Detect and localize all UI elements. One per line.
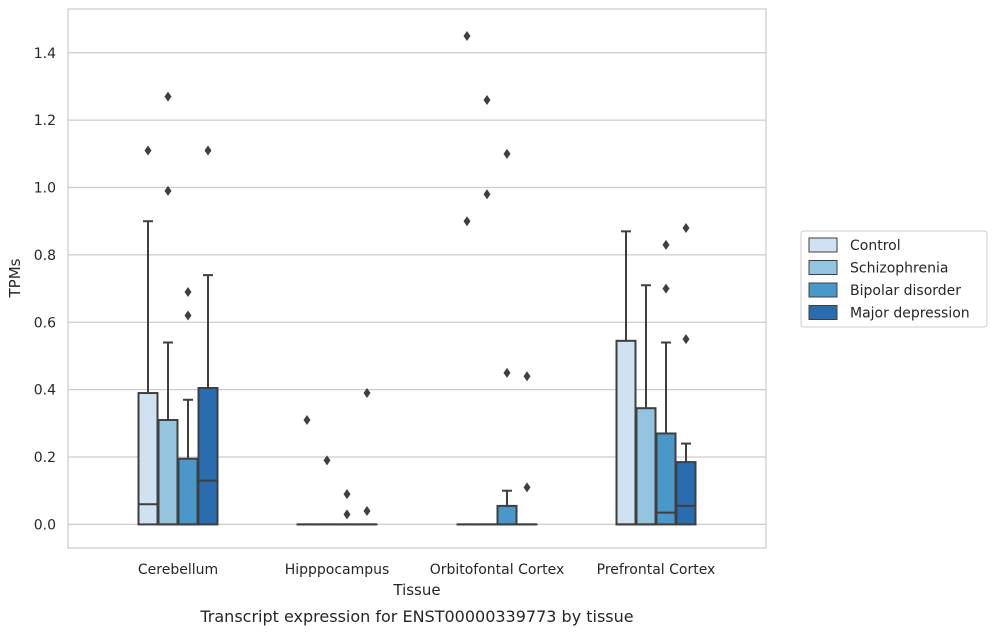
legend-label: Schizophrenia [850,261,948,277]
y-tick-label: 0.6 [34,315,56,331]
outlier-point [363,388,371,399]
outlier-point [463,30,471,41]
outlier-point [144,145,152,156]
outlier-point [463,216,471,227]
outlier-point [483,189,491,200]
box-group [655,239,677,526]
box-group [197,145,219,526]
outlier-point [323,455,331,466]
y-axis-ticks: 0.0 0.2 0.4 0.6 0.8 1.0 1.2 1.4 [34,46,56,534]
legend-label: Major depression [850,306,970,322]
plot-frame [67,8,767,549]
outlier-point [184,310,192,321]
y-tick-label: 1.4 [34,46,56,62]
box-group [615,230,637,526]
box-group [675,222,697,526]
box-group [476,94,498,526]
outlier-point [503,148,511,159]
outlier-point [164,91,172,102]
outlier-point [682,222,690,233]
x-tick-label: Orbitofontal Cortex [430,562,565,578]
outlier-point [682,334,690,345]
y-tick-label: 0.8 [34,248,56,264]
box-body [157,418,179,526]
box-body [177,457,199,526]
box-group [296,414,318,526]
outlier-point [523,371,531,382]
x-axis-label: Tissue [392,581,440,599]
outlier-point [343,489,351,500]
box-plot-boxes [137,30,697,526]
x-tick-label: Cerebellum [138,562,218,578]
y-tick-label: 1.2 [34,113,56,129]
outlier-point [363,505,371,516]
grid-lines [68,52,766,526]
y-tick-label: 1.0 [34,181,56,197]
outlier-point [503,367,511,378]
outlier-point [184,286,192,297]
legend-swatch [808,260,838,275]
chart-caption: Transcript expression for ENST0000033977… [199,607,633,626]
legend: Control Schizophrenia Bipolar disorder Majo… [800,230,988,328]
box-group [516,371,538,526]
box-body [675,461,697,526]
x-tick-label: Hipppocampus [285,562,390,578]
box-group [496,148,518,526]
box-group [157,91,179,526]
box-body [635,407,657,526]
box-body [655,432,677,526]
outlier-point [164,185,172,196]
y-tick-label: 0.4 [34,383,56,399]
outlier-point [662,283,670,294]
box-group [137,145,159,526]
legend-frame [800,230,988,328]
x-tick-label: Prefrontal Cortex [597,562,716,578]
outlier-point [303,414,311,425]
box-group [456,30,478,526]
y-axis-label: TPMs [6,258,24,298]
outlier-point [204,145,212,156]
legend-label: Bipolar disorder [850,283,961,299]
outlier-point [662,239,670,250]
box-group [336,489,358,526]
y-tick-label: 0.0 [34,517,56,533]
outlier-point [483,94,491,105]
box-body [496,504,518,526]
legend-swatch [808,282,838,298]
box-group [356,388,378,526]
legend-label: Control [850,238,901,254]
box-group [316,455,338,526]
legend-swatch [808,305,838,320]
outlier-point [523,482,531,493]
box-group [635,284,657,526]
legend-swatch [808,237,838,253]
box-body [197,386,219,526]
y-tick-label: 0.2 [34,450,56,466]
outlier-point [343,509,351,520]
x-axis-ticks: Cerebellum Hipppocampus Orbitofontal Corte… [138,562,715,578]
box-body [615,339,637,526]
